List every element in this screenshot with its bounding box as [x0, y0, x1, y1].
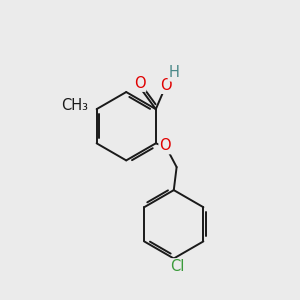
Text: O: O: [134, 76, 145, 91]
Text: O: O: [160, 138, 171, 153]
Text: O: O: [160, 78, 172, 93]
Text: Cl: Cl: [170, 259, 184, 274]
Text: H: H: [169, 65, 180, 80]
Text: CH₃: CH₃: [61, 98, 88, 113]
